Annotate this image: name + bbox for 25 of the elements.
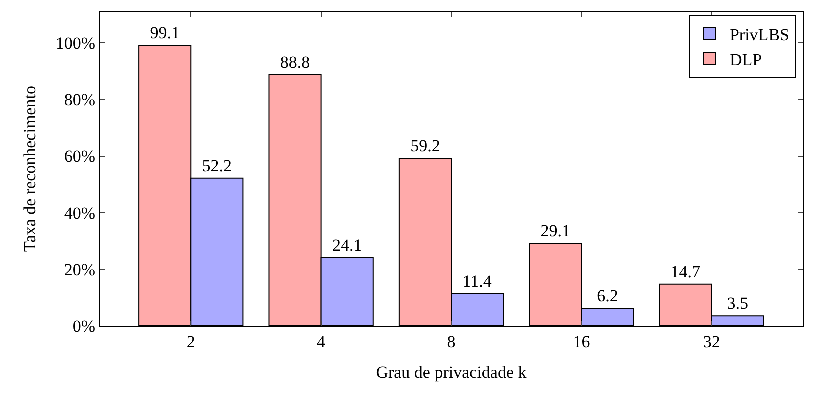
data-label: 52.2 [202, 156, 232, 176]
y-tick-label: 40% [64, 204, 96, 223]
data-label: 29.1 [540, 222, 571, 241]
y-tick-label: 100% [56, 34, 96, 54]
legend-label: PrivLBS [730, 25, 790, 44]
data-label: 24.1 [332, 236, 362, 255]
data-label: 6.2 [597, 286, 618, 306]
data-label: 59.2 [410, 136, 440, 156]
y-tick-label: 0% [72, 316, 96, 336]
data-label: 99.1 [150, 24, 180, 43]
x-axis-title: Grau de privacidade k [376, 362, 528, 382]
x-tick-label: 16 [573, 332, 590, 352]
data-label: 11.4 [462, 272, 492, 291]
y-axis-title: Taxa de reconhecimento [20, 86, 40, 252]
x-tick-label: 4 [317, 332, 326, 352]
x-tick-label: 8 [447, 332, 456, 352]
x-tick-label: 2 [186, 332, 196, 352]
legend-label: DLP [730, 50, 762, 70]
y-tick-label: 60% [64, 147, 96, 166]
y-tick-label: 20% [64, 260, 96, 280]
x-tick-label: 32 [703, 332, 720, 352]
data-label: 3.5 [727, 294, 749, 314]
y-tick-label: 80% [64, 90, 96, 110]
data-label: 14.7 [670, 262, 701, 282]
data-label: 88.8 [280, 52, 310, 72]
